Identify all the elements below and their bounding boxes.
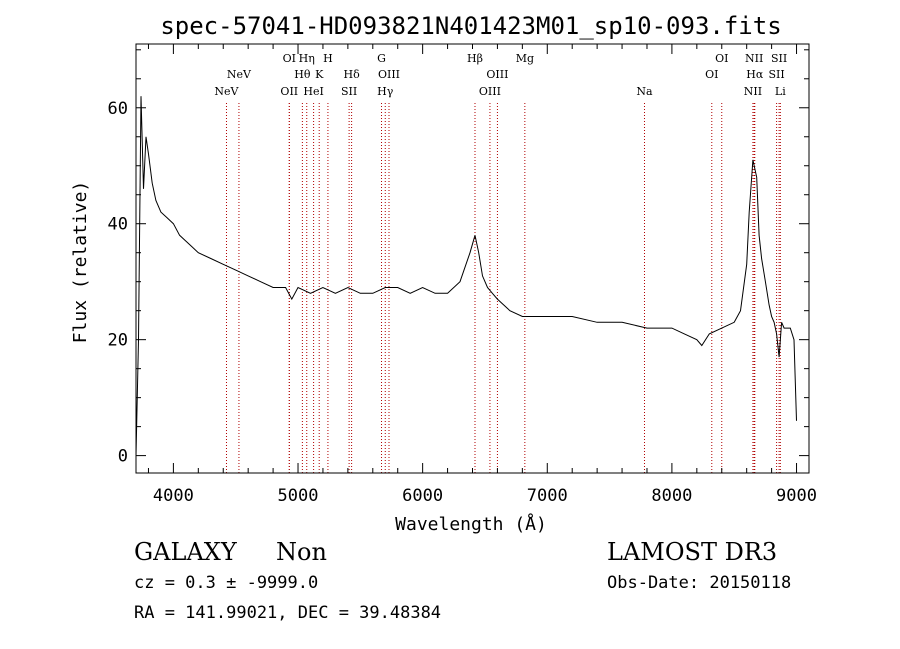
line-label: K (315, 68, 324, 81)
line-label: OIII (378, 68, 400, 81)
line-label: Hγ (377, 85, 394, 98)
line-label: NeV (214, 85, 239, 98)
y-tick-label: 0 (118, 447, 128, 467)
line-label: SII (771, 52, 787, 65)
chart-title: spec-57041-HD093821N401423M01_sp10-093.f… (160, 12, 781, 40)
line-label: Hα (746, 68, 764, 81)
line-label: OII (280, 85, 298, 98)
observation-date: Obs-Date: 20150118 (607, 573, 792, 593)
line-label: Na (636, 85, 653, 98)
line-label: OI (715, 52, 728, 65)
line-label: OIII (479, 85, 501, 98)
line-label: Hθ (294, 68, 311, 81)
redshift-cz: cz = 0.3 ± -9999.0 (134, 573, 319, 593)
line-label: Mg (516, 52, 534, 65)
y-tick-label: 20 (108, 331, 128, 351)
x-tick-label: 6000 (402, 486, 443, 506)
line-label: OIII (486, 68, 508, 81)
line-label: HeI (303, 85, 323, 98)
line-label: G (377, 52, 386, 65)
x-axis-label: Wavelength (Å) (395, 513, 547, 535)
x-tick-label: 9000 (776, 486, 817, 506)
y-axis-label: Flux (relative) (70, 181, 91, 344)
x-tick-label: 4000 (153, 486, 194, 506)
emission-line-markers (225, 103, 781, 473)
y-tick-label: 40 (108, 215, 128, 235)
object-class: GALAXY (134, 538, 237, 566)
line-label: H (323, 52, 333, 65)
y-tick-label: 60 (108, 99, 128, 119)
line-label: NII (744, 85, 762, 98)
line-label: SII (768, 68, 784, 81)
line-label: NeV (227, 68, 252, 81)
line-label: NII (745, 52, 763, 65)
spectrum-chart: spec-57041-HD093821N401423M01_sp10-093.f… (70, 12, 817, 535)
line-label: Hη (299, 52, 315, 65)
x-axis-ticks: 4000 5000 6000 7000 8000 9000 (147, 44, 817, 506)
object-subclass: Non (276, 538, 327, 566)
line-label: SII (341, 85, 357, 98)
line-label: Li (775, 85, 786, 98)
line-label: Hδ (343, 68, 360, 81)
x-tick-label: 5000 (278, 486, 319, 506)
x-tick-label: 7000 (527, 486, 568, 506)
x-tick-label: 8000 (651, 486, 692, 506)
spectrum-line (135, 96, 797, 456)
line-label: Hβ (467, 52, 483, 65)
y-axis-ticks: 0 20 40 60 (108, 49, 809, 467)
survey-name: LAMOST DR3 (607, 538, 778, 566)
line-label: OI (283, 52, 296, 65)
emission-line-labels: NeVNeVOIIOIHθHηHeIKHSIIHδGHγOIIIHβOIIIOI… (214, 52, 787, 98)
sky-coordinates: RA = 141.99021, DEC = 39.48384 (134, 603, 442, 623)
line-label: OI (705, 68, 718, 81)
plot-frame (135, 43, 810, 474)
